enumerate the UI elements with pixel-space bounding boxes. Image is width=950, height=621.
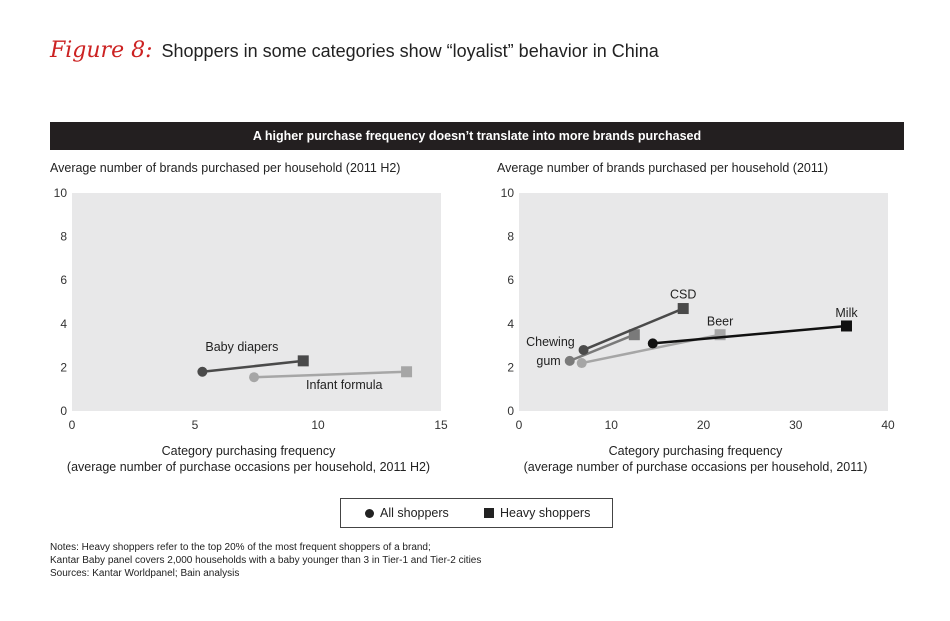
heavy-shoppers-point bbox=[677, 303, 689, 315]
y-tick-label: 6 bbox=[60, 273, 67, 287]
all-shoppers-point bbox=[576, 358, 587, 369]
x-tick-label: 40 bbox=[881, 418, 895, 432]
x-tick-label: 10 bbox=[311, 418, 325, 432]
x-tick-label: 5 bbox=[192, 418, 199, 432]
y-tick-label: 10 bbox=[501, 186, 515, 200]
circle-marker-icon bbox=[365, 509, 374, 518]
y-tick-label: 4 bbox=[60, 317, 67, 331]
notes: Notes: Heavy shoppers refer to the top 2… bbox=[50, 541, 481, 580]
figure-number: Figure 8: bbox=[50, 38, 153, 63]
series-label: gum bbox=[536, 354, 560, 368]
all-shoppers-point bbox=[197, 366, 208, 377]
chart-banner: A higher purchase frequency doesn’t tran… bbox=[50, 122, 904, 150]
y-tick-label: 0 bbox=[507, 404, 514, 418]
all-shoppers-point bbox=[249, 372, 260, 383]
x-axis-subtitle: (average number of purchase occasions pe… bbox=[67, 460, 430, 474]
heavy-shoppers-point bbox=[628, 329, 640, 341]
heavy-shoppers-point bbox=[840, 320, 852, 332]
series-line-infant-formula bbox=[253, 370, 407, 379]
x-tick-label: 0 bbox=[69, 418, 76, 432]
legend-label-heavy: Heavy shoppers bbox=[500, 506, 591, 520]
series-line-baby-diapers bbox=[202, 359, 304, 374]
series-label: Baby diapers bbox=[205, 340, 278, 354]
note-line: Notes: Heavy shoppers refer to the top 2… bbox=[50, 542, 431, 553]
note-line: Sources: Kantar Worldpanel; Bain analysi… bbox=[50, 568, 240, 579]
legend-item-heavy-shoppers: Heavy shoppers bbox=[484, 506, 590, 520]
y-tick-label: 8 bbox=[507, 230, 514, 244]
x-tick-label: 20 bbox=[697, 418, 711, 432]
y-tick-label: 10 bbox=[54, 186, 68, 200]
y-tick-label: 6 bbox=[507, 273, 514, 287]
legend-label-all: All shoppers bbox=[380, 506, 449, 520]
series-label: Milk bbox=[835, 306, 858, 320]
series-label: Chewing bbox=[526, 335, 575, 349]
y-tick-label: 2 bbox=[507, 360, 514, 374]
y-tick-label: 4 bbox=[507, 317, 514, 331]
series-line-csd bbox=[583, 307, 684, 352]
all-shoppers-point bbox=[564, 355, 575, 366]
legend-item-all-shoppers: All shoppers bbox=[365, 506, 449, 520]
note-line: Kantar Baby panel covers 2,000 household… bbox=[50, 555, 482, 566]
legend: All shoppers Heavy shoppers bbox=[340, 498, 613, 528]
y-tick-label: 8 bbox=[60, 230, 67, 244]
x-axis-title: Category purchasing frequency bbox=[609, 444, 783, 458]
y-tick-label: 2 bbox=[60, 360, 67, 374]
series-label: Infant formula bbox=[306, 378, 382, 392]
heavy-shoppers-point bbox=[297, 355, 309, 367]
x-tick-label: 10 bbox=[605, 418, 619, 432]
y-axis-title: Average number of brands purchased per h… bbox=[50, 161, 400, 175]
figure-title-text: Shoppers in some categories show “loyali… bbox=[161, 41, 659, 61]
y-tick-label: 0 bbox=[60, 404, 67, 418]
x-tick-label: 15 bbox=[434, 418, 448, 432]
square-marker-icon bbox=[484, 508, 494, 518]
x-tick-label: 30 bbox=[789, 418, 803, 432]
series-label: CSD bbox=[670, 288, 696, 302]
all-shoppers-point bbox=[647, 338, 658, 349]
series-line-chewing-gum bbox=[569, 333, 635, 363]
heavy-shoppers-point bbox=[714, 329, 726, 341]
x-axis-title: Category purchasing frequency bbox=[162, 444, 336, 458]
heavy-shoppers-point bbox=[401, 366, 413, 378]
y-axis-title: Average number of brands purchased per h… bbox=[497, 161, 828, 175]
plot-area bbox=[519, 193, 888, 411]
series-label: Beer bbox=[707, 315, 733, 329]
x-axis-subtitle: (average number of purchase occasions pe… bbox=[524, 460, 868, 474]
figure-title: Figure 8: Shoppers in some categories sh… bbox=[50, 38, 659, 63]
all-shoppers-point bbox=[578, 344, 589, 355]
x-tick-label: 0 bbox=[516, 418, 523, 432]
series-line-milk bbox=[652, 324, 847, 345]
